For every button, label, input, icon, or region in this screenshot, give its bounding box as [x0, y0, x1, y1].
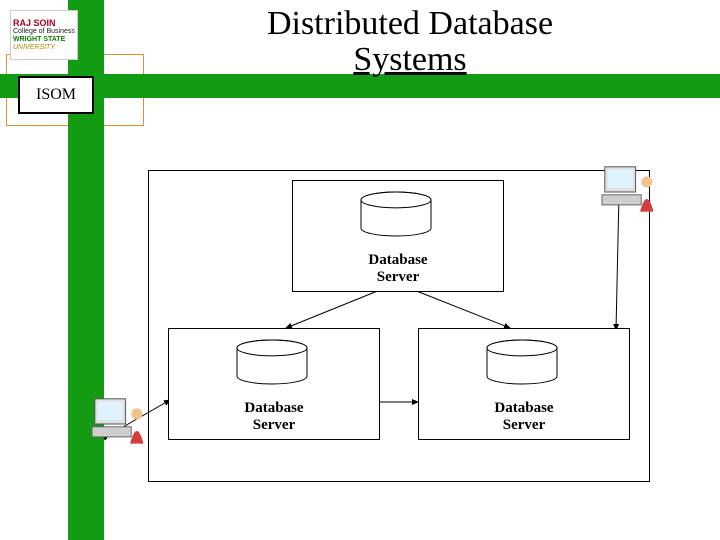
- client-computer-icon: [602, 164, 658, 220]
- client-computer-icon: [92, 396, 148, 452]
- database-cylinder-icon: [360, 192, 432, 244]
- database-cylinder-icon: [486, 340, 558, 392]
- slide-stage: RAJ SOIN College of Business WRIGHT STAT…: [0, 0, 720, 540]
- database-cylinder-icon: [236, 340, 308, 392]
- db-server-label-left: DatabaseServer: [214, 400, 334, 434]
- db-server-label-right: DatabaseServer: [464, 400, 584, 434]
- client-connector-0: [616, 203, 619, 330]
- db-server-label-top: DatabaseServer: [338, 252, 458, 286]
- connector-arrow-1: [414, 290, 510, 328]
- connector-arrow-0: [286, 290, 380, 328]
